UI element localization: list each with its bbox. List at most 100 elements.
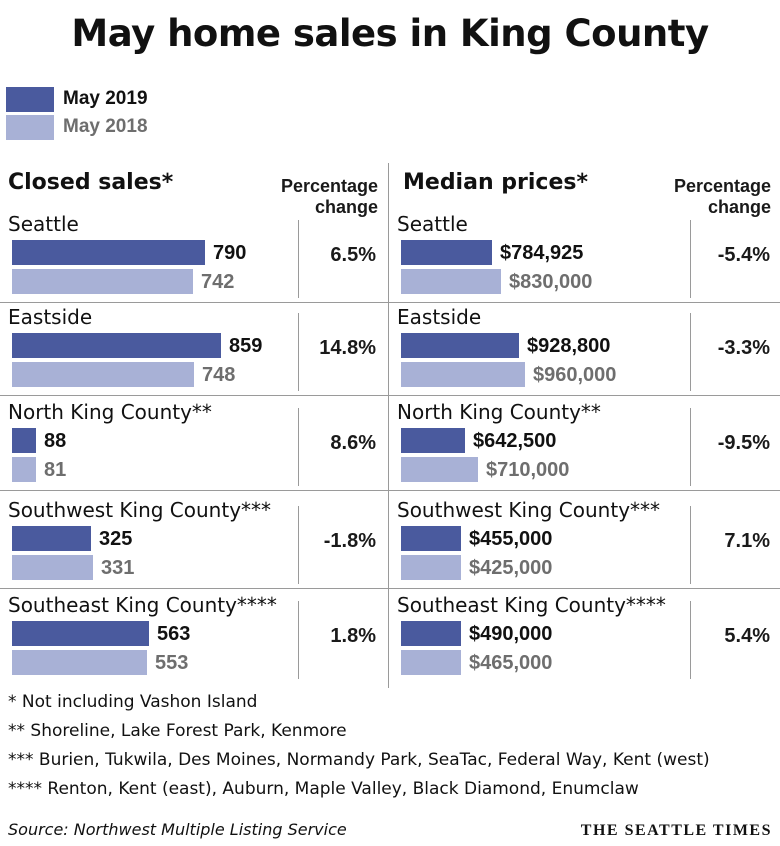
closed-sales-category-label: Eastside: [8, 305, 93, 329]
closed-sales-value-label-2018: 742: [201, 271, 235, 293]
median-prices-value-label-2018: $960,000: [533, 364, 617, 386]
median-prices-category-label: Seattle: [397, 212, 468, 236]
closed-sales-row-divider-vertical: [298, 313, 299, 391]
legend-label-2019: May 2019: [63, 88, 148, 109]
median-prices-bar-2019: [401, 333, 519, 358]
source-note: Source: Northwest Multiple Listing Servi…: [8, 820, 347, 839]
closed-sales-percent-change: 14.8%: [319, 337, 376, 359]
closed-sales-row-separator: [0, 490, 388, 491]
closed-sales-row-divider-vertical: [298, 601, 299, 679]
closed-sales-row-divider-vertical: [298, 408, 299, 486]
median-prices-value-label-2019: $784,925: [500, 242, 584, 264]
legend-swatch-2018: [6, 114, 54, 140]
footnote: *** Burien, Tukwila, Des Moines, Normand…: [8, 750, 710, 770]
median-prices-value-label-2019: $455,000: [469, 528, 553, 550]
legend-swatch-2019: [6, 86, 54, 112]
closed-sales-category-label: Southeast King County****: [8, 593, 277, 617]
closed-sales-header: Closed sales*: [8, 170, 174, 195]
pct-header-line-2: change: [707, 197, 771, 217]
median-prices-row-separator: [389, 588, 780, 589]
median-prices-bar-2018: [401, 555, 461, 580]
publisher-logo: THE SEATTLE TIMES: [580, 822, 772, 839]
median-prices-header: Median prices*: [403, 170, 588, 195]
median-prices-bar-2019: [401, 621, 461, 646]
median-prices-row-divider-vertical: [690, 220, 691, 298]
closed-sales-bar-2019: [12, 333, 221, 358]
closed-sales-category-label: Southwest King County***: [8, 498, 272, 522]
median-prices-row-separator: [389, 302, 780, 303]
median-prices-value-label-2018: $465,000: [469, 652, 553, 674]
median-prices-percent-change: 5.4%: [724, 625, 770, 647]
median-prices-category-label: Southeast King County****: [397, 593, 666, 617]
median-prices-category-label: Southwest King County***: [397, 498, 661, 522]
closed-sales-bar-2018: [12, 457, 36, 482]
closed-sales-percent-change: -1.8%: [323, 530, 376, 552]
closed-sales-value-label-2018: 553: [155, 652, 189, 674]
median-prices-pct-header: Percentage change: [650, 176, 771, 218]
legend-label-2018: May 2018: [63, 116, 148, 137]
closed-sales-bar-2018: [12, 269, 193, 294]
median-prices-percent-change: -5.4%: [717, 244, 770, 266]
footnote: ** Shoreline, Lake Forest Park, Kenmore: [8, 721, 347, 741]
closed-sales-value-label-2019: 790: [213, 242, 247, 264]
closed-sales-value-label-2019: 859: [229, 335, 263, 357]
chart-title: May home sales in King County: [71, 12, 709, 55]
pct-header-line-1: Percentage: [280, 176, 378, 196]
median-prices-row-divider-vertical: [690, 506, 691, 584]
pct-header-line-2: change: [314, 197, 378, 217]
median-prices-category-label: Eastside: [397, 305, 482, 329]
closed-sales-row-divider-vertical: [298, 506, 299, 584]
closed-sales-bar-2019: [12, 240, 205, 265]
closed-sales-row-separator: [0, 588, 388, 589]
median-prices-bar-2019: [401, 526, 461, 551]
closed-sales-bar-2019: [12, 526, 91, 551]
closed-sales-row-separator: [0, 395, 388, 396]
median-prices-bar-2018: [401, 650, 461, 675]
median-prices-bar-2018: [401, 362, 525, 387]
closed-sales-value-label-2018: 748: [202, 364, 236, 386]
closed-sales-value-label-2018: 81: [44, 459, 67, 481]
median-prices-bar-2018: [401, 457, 478, 482]
closed-sales-value-label-2019: 88: [44, 430, 67, 452]
median-prices-category-label: North King County**: [397, 400, 601, 424]
footnote: * Not including Vashon Island: [8, 692, 258, 712]
closed-sales-percent-change: 8.6%: [330, 432, 376, 454]
median-prices-percent-change: 7.1%: [724, 530, 770, 552]
pct-header-line-1: Percentage: [673, 176, 771, 196]
median-prices-row-separator: [389, 395, 780, 396]
closed-sales-bar-2018: [12, 650, 147, 675]
closed-sales-row-separator: [0, 302, 388, 303]
median-prices-percent-change: -9.5%: [717, 432, 770, 454]
median-prices-bar-2019: [401, 240, 492, 265]
median-prices-value-label-2018: $425,000: [469, 557, 553, 579]
closed-sales-percent-change: 1.8%: [330, 625, 376, 647]
footnote: **** Renton, Kent (east), Auburn, Maple …: [8, 779, 639, 799]
closed-sales-pct-header: Percentage change: [258, 176, 378, 218]
median-prices-row-divider-vertical: [690, 408, 691, 486]
median-prices-percent-change: -3.3%: [717, 337, 770, 359]
closed-sales-percent-change: 6.5%: [330, 244, 376, 266]
median-prices-row-divider-vertical: [690, 313, 691, 391]
median-prices-value-label-2018: $710,000: [486, 459, 570, 481]
closed-sales-bar-2018: [12, 555, 93, 580]
legend-item-2019: May 2019: [6, 86, 148, 112]
median-prices-value-label-2018: $830,000: [509, 271, 593, 293]
closed-sales-bar-2018: [12, 362, 194, 387]
closed-sales-value-label-2019: 325: [99, 528, 133, 550]
median-prices-value-label-2019: $642,500: [473, 430, 557, 452]
median-prices-value-label-2019: $928,800: [527, 335, 611, 357]
median-prices-bar-2018: [401, 269, 501, 294]
closed-sales-bar-2019: [12, 428, 36, 453]
median-prices-row-separator: [389, 490, 780, 491]
closed-sales-bar-2019: [12, 621, 149, 646]
closed-sales-row-divider-vertical: [298, 220, 299, 298]
median-prices-row-divider-vertical: [690, 601, 691, 679]
closed-sales-value-label-2018: 331: [101, 557, 135, 579]
median-prices-bar-2019: [401, 428, 465, 453]
center-divider: [388, 163, 389, 688]
median-prices-value-label-2019: $490,000: [469, 623, 553, 645]
legend-item-2018: May 2018: [6, 114, 148, 140]
closed-sales-category-label: North King County**: [8, 400, 212, 424]
closed-sales-category-label: Seattle: [8, 212, 79, 236]
closed-sales-value-label-2019: 563: [157, 623, 191, 645]
